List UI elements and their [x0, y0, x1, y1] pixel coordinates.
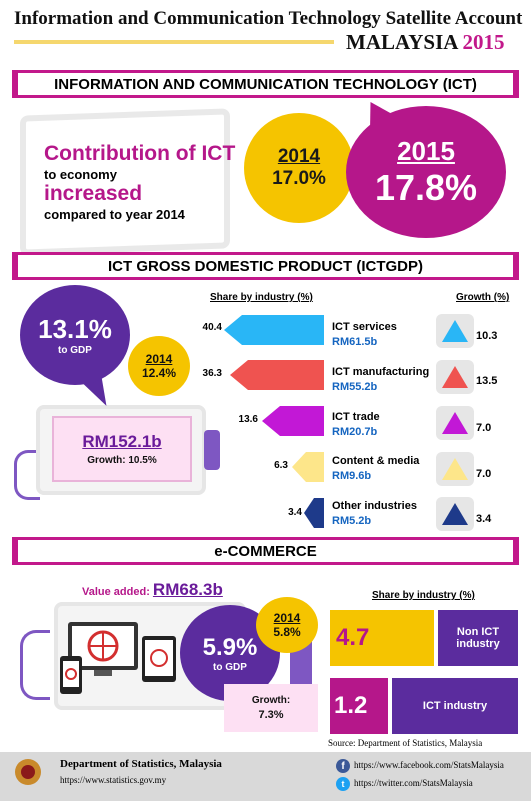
contribution-increased: increased: [44, 182, 143, 205]
bubble-gdp-2014-year: 2014: [145, 352, 173, 366]
gdp-growth-value: 10.5%: [128, 455, 157, 466]
gdp-growth: Growth: 10.5%: [87, 455, 156, 466]
bubble-2014: 2014 17.0%: [244, 113, 354, 223]
facebook-link[interactable]: https://www.facebook.com/StatsMalaysia: [354, 760, 504, 770]
industry-amount-3: RM9.6b: [332, 470, 372, 482]
industry-growth-1: 13.5: [476, 375, 498, 387]
bubble-gdp-2014: 2014 12.4%: [128, 336, 190, 396]
value-added-amount: RM68.3b: [152, 580, 223, 599]
industry-share-3: 6.3: [274, 460, 288, 471]
bubble-2015-value: 17.8%: [374, 166, 478, 208]
ecommerce-devices-icon: [60, 622, 176, 694]
industry-growth-3: 7.0: [476, 468, 492, 480]
growth-triangle-3: [436, 452, 474, 486]
gdp-value-panel: RM152.1b Growth: 10.5%: [52, 416, 192, 482]
bubble-ecommerce-share-label: to GDP: [213, 661, 247, 673]
section-banner-gdp-label: ICT GROSS DOMESTIC PRODUCT (ICTGDP): [108, 257, 423, 275]
bubble-ecommerce-share-value: 5.9%: [202, 633, 258, 661]
industry-amount-0: RM61.5b: [332, 336, 378, 348]
industry-arrow-2: [262, 406, 324, 436]
bubble-gdp-share: 13.1% to GDP: [20, 285, 130, 385]
share-label-non-ict: Non ICT industry: [456, 626, 500, 650]
share-value-ict: 1.2: [334, 692, 368, 719]
growth-triangle-4: [436, 497, 474, 531]
industry-name-2: ICT trade: [332, 411, 380, 423]
contribution-compared: compared to year 2014: [44, 207, 185, 222]
bubble-2014-value: 17.0%: [272, 168, 326, 189]
growth-triangle-0: [436, 314, 474, 348]
industry-amount-1: RM55.2b: [332, 381, 378, 393]
gdp-growth-label: Growth:: [87, 455, 126, 466]
section-banner-ict-label: INFORMATION AND COMMUNICATION TECHNOLOGY…: [54, 75, 477, 93]
report-year: 2015: [462, 30, 505, 54]
bubble-2015-year: 2015: [397, 135, 455, 166]
bubble-ecommerce-2014-year: 2014: [273, 611, 301, 625]
industry-name-0: ICT services: [332, 321, 397, 333]
bubble-gdp-share-label: to GDP: [58, 345, 92, 356]
section-banner-ecommerce: e-COMMERCE: [12, 537, 519, 565]
industry-arrow-4: [304, 498, 324, 528]
bubble-ecommerce-2014-value: 5.8%: [273, 625, 301, 639]
industry-share-1: 36.3: [202, 368, 222, 379]
industry-name-1: ICT manufacturing: [332, 366, 430, 378]
industry-name-3: Content & media: [332, 455, 420, 467]
twitter-link[interactable]: https://twitter.com/StatsMalaysia: [354, 778, 473, 788]
bubble-ecommerce-2014: 2014 5.8%: [256, 597, 318, 653]
ecommerce-share-header: Share by industry (%): [372, 590, 475, 601]
contribution-title: Contribution of ICT: [44, 142, 236, 165]
twitter-icon: t: [336, 777, 350, 791]
contribution-to-economy: to economy: [44, 167, 117, 182]
industry-arrow-0: [224, 315, 324, 345]
dosm-logo-icon: [15, 759, 41, 785]
value-added-label: Value added:: [82, 586, 150, 598]
share-bar-ict: 1.2: [330, 678, 388, 734]
department-name: Department of Statistics, Malaysia: [60, 758, 222, 770]
industry-growth-4: 3.4: [476, 513, 492, 525]
country-name: MALAYSIA: [346, 30, 458, 54]
gdp-value: RM152.1b: [82, 432, 162, 451]
industry-amount-2: RM20.7b: [332, 426, 378, 438]
bubble-gdp-2014-value: 12.4%: [141, 366, 177, 380]
ecommerce-growth-panel: Growth: 7.3%: [224, 684, 318, 732]
growth-triangle-1: [436, 360, 474, 394]
industry-share-0: 40.4: [202, 322, 222, 333]
section-banner-gdp: ICT GROSS DOMESTIC PRODUCT (ICTGDP): [12, 252, 519, 280]
source-note: Source: Department of Statistics, Malays…: [328, 738, 483, 748]
page-title: Information and Communication Technology…: [14, 8, 523, 29]
bubble-gdp-share-value: 13.1%: [38, 314, 112, 344]
section-banner-ict: INFORMATION AND COMMUNICATION TECHNOLOGY…: [12, 70, 519, 98]
cable-illustration: [14, 450, 40, 500]
share-label-box-non-ict: Non ICT industry: [438, 610, 518, 666]
footer: [0, 752, 531, 801]
industry-amount-4: RM5.2b: [332, 515, 372, 527]
ecommerce-growth-label: Growth:: [251, 695, 291, 706]
industry-growth-2: 7.0: [476, 422, 492, 434]
ecommerce-growth-value: 7.3%: [258, 709, 284, 721]
growth-triangle-2: [436, 406, 474, 440]
bubble-2014-year: 2014: [277, 146, 321, 167]
share-by-industry-header: Share by industry (%): [210, 292, 313, 303]
industry-arrow-1: [230, 360, 324, 390]
share-label-ict: ICT industry: [422, 700, 488, 712]
industry-share-4: 3.4: [288, 507, 302, 518]
facebook-icon: f: [336, 759, 350, 773]
cable-illustration-ecommerce: [20, 630, 50, 700]
share-bar-non-ict: 4.7: [330, 610, 434, 666]
department-website-link[interactable]: https://www.statistics.gov.my: [60, 775, 167, 785]
share-label-box-ict: ICT industry: [392, 678, 518, 734]
title-underline: [14, 40, 334, 44]
industry-name-4: Other industries: [332, 500, 417, 512]
share-value-non-ict: 4.7: [336, 624, 370, 651]
section-banner-ecommerce-label: e-COMMERCE: [214, 542, 317, 560]
value-added: Value added: RM68.3b: [82, 580, 223, 600]
phone-illustration: [204, 430, 220, 470]
industry-arrow-3: [292, 452, 324, 482]
bubble-2015: 2015 17.8%: [346, 106, 506, 238]
country-year-heading: MALAYSIA 2015: [346, 30, 505, 55]
growth-header: Growth (%): [456, 292, 510, 303]
industry-share-2: 13.6: [238, 414, 258, 425]
industry-growth-0: 10.3: [476, 330, 498, 342]
